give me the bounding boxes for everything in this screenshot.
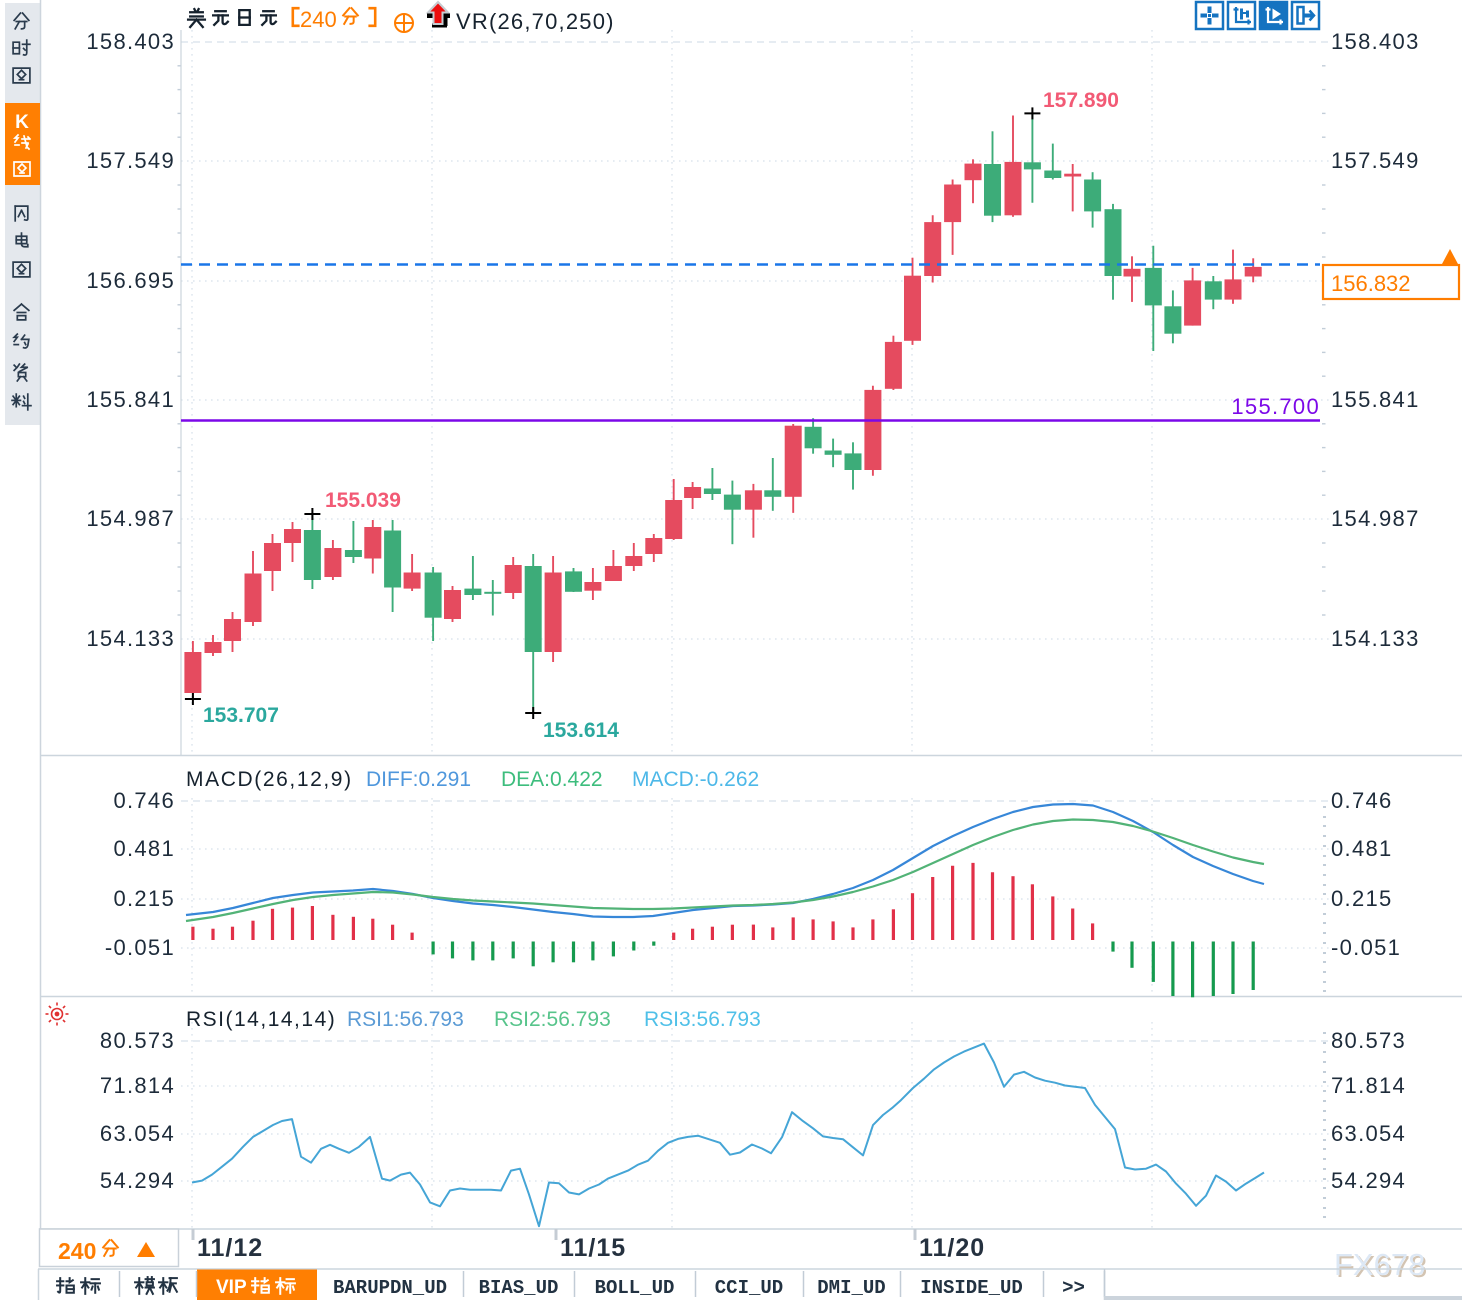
svg-text:155.039: 155.039 [325,489,401,512]
svg-text:154.133: 154.133 [86,626,175,651]
svg-text:54.294: 54.294 [1331,1168,1406,1193]
svg-text:153.707: 153.707 [203,704,279,727]
svg-text:DEA:0.422: DEA:0.422 [501,768,603,791]
svg-text:11/12: 11/12 [197,1234,263,1262]
svg-text:0.215: 0.215 [1331,886,1393,911]
svg-text:240: 240 [58,1238,96,1264]
svg-text:158.403: 158.403 [1331,29,1420,54]
svg-text:-0.051: -0.051 [105,935,175,960]
svg-text:80.573: 80.573 [100,1028,175,1053]
svg-text:BIAS_UD: BIAS_UD [479,1277,559,1299]
svg-text:154.133: 154.133 [1331,626,1420,651]
svg-text:MACD:-0.262: MACD:-0.262 [632,768,759,791]
svg-text:11/15: 11/15 [560,1234,626,1262]
svg-text:RSI(14,14,14): RSI(14,14,14) [186,1008,336,1031]
svg-text:DIFF:0.291: DIFF:0.291 [366,768,471,791]
svg-text:154.987: 154.987 [86,506,175,531]
svg-text:RSI3:56.793: RSI3:56.793 [644,1008,761,1031]
svg-text:240: 240 [300,7,337,32]
svg-text:154.987: 154.987 [1331,506,1420,531]
svg-text:CCI_UD: CCI_UD [715,1277,783,1299]
svg-text:FX678: FX678 [1336,1249,1427,1284]
svg-text:156.832: 156.832 [1331,271,1411,296]
svg-text:54.294: 54.294 [100,1168,175,1193]
svg-text:11/20: 11/20 [919,1234,985,1262]
svg-text:0.481: 0.481 [113,836,175,861]
svg-text:DMI_UD: DMI_UD [817,1277,885,1299]
svg-text:158.403: 158.403 [86,29,175,54]
svg-text:BARUPDN_UD: BARUPDN_UD [333,1277,447,1299]
svg-text:153.614: 153.614 [543,719,619,742]
svg-text:VR(26,70,250): VR(26,70,250) [456,9,615,34]
svg-text:63.054: 63.054 [100,1121,175,1146]
svg-text:RSI2:56.793: RSI2:56.793 [494,1008,611,1031]
svg-text:FX678: FX678 [1334,1247,1425,1282]
svg-text:155.700: 155.700 [1231,394,1320,419]
svg-text:155.841: 155.841 [86,387,175,412]
svg-text:0.746: 0.746 [113,788,175,813]
svg-text:0.481: 0.481 [1331,836,1393,861]
svg-text:157.549: 157.549 [86,148,175,173]
svg-text:MACD(26,12,9): MACD(26,12,9) [186,768,353,791]
svg-text:71.814: 71.814 [1331,1073,1406,1098]
svg-text:155.841: 155.841 [1331,387,1420,412]
svg-text:0.746: 0.746 [1331,788,1393,813]
svg-text:>>: >> [1062,1277,1085,1299]
svg-text:157.890: 157.890 [1043,89,1119,112]
svg-text:63.054: 63.054 [1331,1121,1406,1146]
svg-text:156.695: 156.695 [86,268,175,293]
svg-text:K: K [15,112,29,133]
svg-text:BOLL_UD: BOLL_UD [595,1277,675,1299]
svg-text:RSI1:56.793: RSI1:56.793 [347,1008,464,1031]
svg-text:157.549: 157.549 [1331,148,1420,173]
svg-text:INSIDE_UD: INSIDE_UD [920,1277,1023,1299]
svg-text:VIP: VIP [216,1277,247,1298]
svg-text:-0.051: -0.051 [1331,935,1401,960]
svg-text:80.573: 80.573 [1331,1028,1406,1053]
svg-text:0.215: 0.215 [113,886,175,911]
svg-text:71.814: 71.814 [100,1073,175,1098]
